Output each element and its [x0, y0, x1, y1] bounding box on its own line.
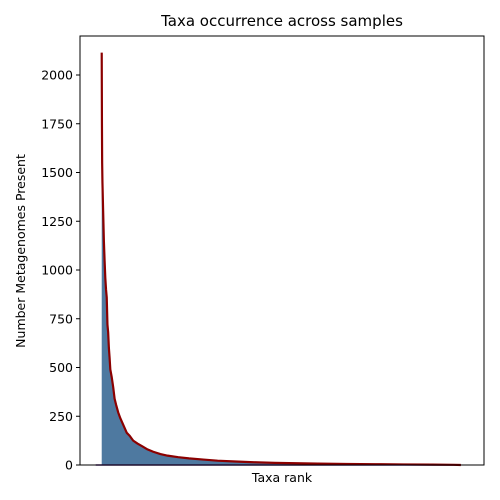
chart-title: Taxa occurrence across samples	[160, 12, 403, 30]
y-tick-label: 1000	[41, 263, 73, 278]
y-tick-label: 1250	[41, 214, 73, 229]
y-tick-label: 1750	[41, 116, 73, 131]
y-tick-label: 0	[65, 458, 73, 473]
y-tick-label: 250	[49, 409, 73, 424]
y-axis-label: Number Metagenomes Present	[13, 154, 28, 348]
y-tick-label: 2000	[41, 68, 73, 83]
x-axis-label: Taxa rank	[251, 470, 313, 485]
y-axis: 0 250 500 750 1000 1250 1500 1750 2000	[41, 68, 80, 473]
plot-frame	[79, 35, 485, 466]
y-tick-label: 750	[49, 311, 73, 326]
y-tick-label: 1500	[41, 165, 73, 180]
y-tick-label: 500	[49, 360, 73, 375]
plot-area	[95, 52, 461, 467]
series-line	[100, 52, 461, 467]
area-fill	[101, 52, 461, 465]
